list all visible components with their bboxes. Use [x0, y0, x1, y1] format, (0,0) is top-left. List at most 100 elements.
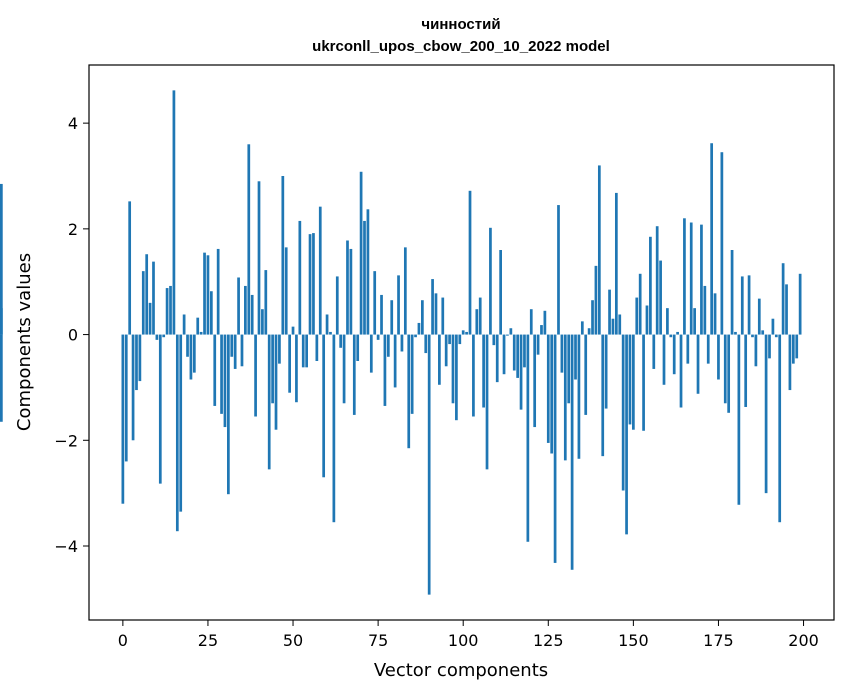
bar	[131, 334, 135, 441]
bar	[308, 234, 312, 335]
bar	[754, 334, 758, 367]
bar	[158, 334, 162, 484]
bar	[237, 277, 240, 335]
bar	[526, 334, 530, 542]
bar	[468, 190, 472, 335]
bar	[635, 297, 639, 335]
bar	[434, 293, 438, 335]
bar	[608, 289, 611, 335]
bar	[261, 309, 264, 335]
bar	[795, 334, 799, 359]
x-tick-label: 100	[448, 631, 479, 650]
bar	[407, 334, 411, 449]
bar	[655, 226, 659, 335]
bar	[662, 334, 666, 385]
bar	[141, 271, 145, 335]
bar	[788, 334, 792, 391]
bar	[628, 334, 632, 425]
bar	[376, 334, 380, 340]
bar	[686, 334, 690, 364]
bar	[506, 334, 509, 336]
bar	[676, 331, 679, 335]
x-tick-label: 175	[703, 631, 734, 650]
bar	[516, 334, 520, 378]
x-tick-label: 0	[118, 631, 128, 650]
bar	[523, 334, 526, 368]
bar	[625, 334, 628, 535]
bar	[148, 302, 152, 335]
bar	[461, 330, 465, 335]
bar	[458, 334, 462, 345]
bar	[220, 334, 223, 414]
x-tick-label: 125	[533, 631, 564, 650]
bar	[213, 334, 217, 406]
bar	[791, 334, 795, 364]
bar	[597, 165, 601, 335]
bar	[257, 181, 261, 335]
bar	[703, 285, 707, 335]
bar	[652, 334, 656, 369]
bar	[727, 334, 731, 413]
bar	[121, 334, 125, 504]
bar	[295, 334, 298, 403]
bar	[649, 236, 652, 335]
bar	[329, 331, 332, 335]
bar	[482, 334, 485, 408]
bar	[254, 334, 257, 417]
bar	[751, 334, 754, 338]
bar	[689, 222, 693, 335]
bar	[693, 308, 696, 335]
bar	[618, 314, 622, 335]
bar	[642, 334, 645, 431]
bar	[577, 334, 581, 459]
bar	[672, 334, 676, 375]
bar	[182, 314, 186, 335]
bar	[312, 233, 315, 335]
bar	[414, 334, 417, 338]
bar	[369, 334, 373, 373]
bar	[441, 297, 445, 335]
bar	[315, 334, 319, 361]
bar	[710, 143, 714, 335]
bar	[543, 310, 547, 335]
bar	[455, 334, 458, 421]
bar	[186, 334, 189, 357]
bar	[584, 334, 588, 415]
bar	[734, 331, 737, 335]
y-tick-label: 4	[68, 114, 78, 133]
chart-title-line-1: чинностий	[421, 16, 500, 33]
bar	[485, 334, 489, 470]
bar	[271, 334, 274, 404]
bar	[683, 218, 686, 335]
bar	[349, 248, 353, 335]
bar	[431, 279, 434, 335]
bar	[730, 250, 734, 335]
bar	[448, 334, 451, 345]
bar	[744, 334, 748, 407]
bar	[557, 205, 560, 335]
bar	[128, 201, 132, 335]
bar	[614, 192, 618, 335]
x-tick-label: 50	[283, 631, 303, 650]
bar	[546, 334, 550, 443]
bar	[278, 334, 281, 364]
bar	[717, 334, 720, 380]
bar	[240, 334, 244, 367]
bar	[798, 273, 802, 335]
x-axis-ticks: 0 25 50 75 100 125 150 175 200	[118, 620, 819, 650]
bar	[536, 334, 540, 355]
bar	[230, 334, 234, 357]
bar	[346, 240, 349, 335]
bar	[335, 276, 339, 335]
bar	[298, 220, 302, 335]
bar	[427, 334, 431, 595]
plot-frame	[88, 64, 835, 621]
bar	[359, 171, 363, 335]
bar	[403, 247, 407, 335]
bar	[199, 331, 203, 335]
bar	[529, 309, 533, 335]
bar	[400, 334, 404, 352]
bar	[244, 285, 247, 335]
bar	[138, 334, 142, 382]
